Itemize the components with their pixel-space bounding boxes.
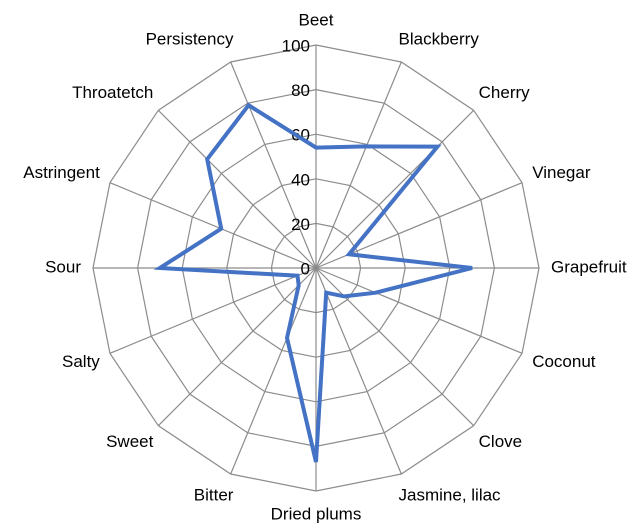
category-label: Salty	[62, 352, 100, 371]
spoke	[315, 267, 402, 475]
category-label: Clove	[479, 432, 522, 451]
tick-label: 0	[301, 259, 310, 278]
spoke	[109, 267, 317, 354]
category-label: Sour	[45, 257, 81, 276]
spoke	[109, 182, 317, 269]
tick-label: 80	[291, 81, 310, 100]
category-label: Grapefruit	[551, 257, 627, 276]
spoke	[230, 267, 317, 475]
category-label: Cherry	[479, 83, 531, 102]
spoke	[315, 267, 523, 354]
category-label: Beet	[299, 10, 334, 29]
category-label: Bitter	[194, 486, 234, 505]
category-label: Sweet	[106, 432, 154, 451]
spoke	[315, 61, 402, 269]
spoke	[315, 109, 475, 269]
tick-label: 40	[291, 170, 310, 189]
spoke	[157, 109, 317, 269]
spoke	[315, 267, 475, 427]
tick-label: 20	[291, 215, 310, 234]
category-label: Vinegar	[532, 163, 591, 182]
category-label: Persistency	[146, 29, 234, 48]
tick-label: 100	[282, 36, 310, 55]
data-line	[153, 102, 473, 463]
category-label: Jasmine, lilac	[399, 486, 502, 505]
category-label: Blackberry	[399, 29, 480, 48]
category-label: Coconut	[532, 352, 596, 371]
category-label: Astringent	[23, 163, 100, 182]
spoke	[157, 267, 317, 427]
category-label: Dried plums	[271, 504, 362, 523]
spoke	[230, 61, 317, 269]
category-label: Throatetch	[72, 83, 153, 102]
